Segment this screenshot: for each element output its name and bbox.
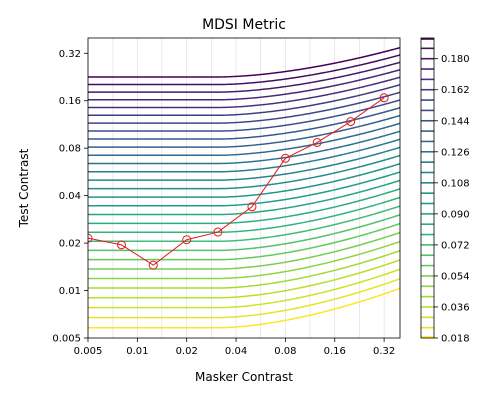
x-tick-label: 0.04 [225,346,247,357]
y-tick-label: 0.005 [52,334,81,345]
contour-line [88,222,400,261]
data-point [247,202,257,212]
data-series [88,93,389,270]
contour-line [88,171,400,207]
x-tick-label: 0.01 [126,346,148,357]
colorbar-ticks: 0.018 0.036 0.054 0.072 0.090 0.108 0.126 0.144… [434,54,470,345]
x-axis-label: Masker Contrast [195,370,293,384]
data-point [346,117,356,127]
contour-line [88,287,400,329]
x-tick-label: 0.02 [176,346,198,357]
data-point [312,137,322,147]
contour-line [88,99,400,132]
y-tick-label: 0.16 [59,96,81,107]
contour-line [88,259,400,299]
y-tick-label: 0.02 [59,239,81,250]
contour-line [88,91,400,124]
contour-line [88,146,400,181]
contour-line [88,278,400,319]
colorbar-tick-label: 0.108 [441,178,470,189]
series-line [88,97,385,266]
colorbar [421,38,434,338]
contour-line [88,54,400,86]
y-tick-label: 0.04 [59,191,81,202]
contour-line [88,61,400,93]
y-axis-ticks: 0.005 0.01 0.02 0.04 0.08 0.16 0.32 [52,49,88,345]
contour-line [88,205,400,243]
x-tick-label: 0.16 [324,346,346,357]
colorbar-tick-label: 0.126 [441,147,470,158]
contour-line [88,214,400,252]
colorbar-tick-label: 0.180 [441,54,470,65]
contour-line [88,249,400,289]
contour-lines [88,46,400,329]
colorbar-frame [420,37,435,339]
contour-line [88,122,400,156]
contour-line [88,188,400,225]
colorbar-tick-label: 0.072 [441,240,470,251]
contour-line [88,114,400,148]
contour-line [88,162,400,198]
contour-line [88,46,400,78]
data-point [379,93,389,103]
data-point [116,240,126,250]
data-point [213,227,223,237]
contour-line [88,76,400,109]
colorbar-tick-label: 0.018 [441,334,470,345]
contour-line [88,154,400,190]
data-point [182,235,192,245]
contour-line [88,196,400,233]
colorbar-tick-label: 0.162 [441,85,470,96]
contour-line [88,138,400,173]
x-tick-label: 0.32 [373,346,395,357]
contour-line [88,240,400,280]
colorbar-tick-label: 0.090 [441,209,470,220]
contour-line [88,107,400,140]
colorbar-tick-label: 0.036 [441,302,470,313]
plot-frame [87,37,401,339]
x-tick-label: 0.005 [74,346,103,357]
contour-line [88,231,400,270]
data-point [148,260,158,270]
chart-title: MDSI Metric [202,17,286,33]
contour-line [88,69,400,101]
data-point [88,233,93,243]
data-point [280,153,290,163]
colorbar-tick-label: 0.144 [441,116,470,127]
x-tick-label: 0.08 [274,346,296,357]
x-axis-ticks: 0.005 0.01 0.02 0.04 0.08 0.16 0.32 [74,338,395,357]
contour-line [88,268,400,309]
contour-line [88,84,400,117]
y-tick-label: 0.32 [59,49,81,60]
contour-line [88,130,400,165]
y-tick-label: 0.08 [59,144,81,155]
y-axis-label: Test Contrast [17,148,31,228]
y-tick-label: 0.01 [59,286,81,297]
colorbar-tick-label: 0.054 [441,271,470,282]
